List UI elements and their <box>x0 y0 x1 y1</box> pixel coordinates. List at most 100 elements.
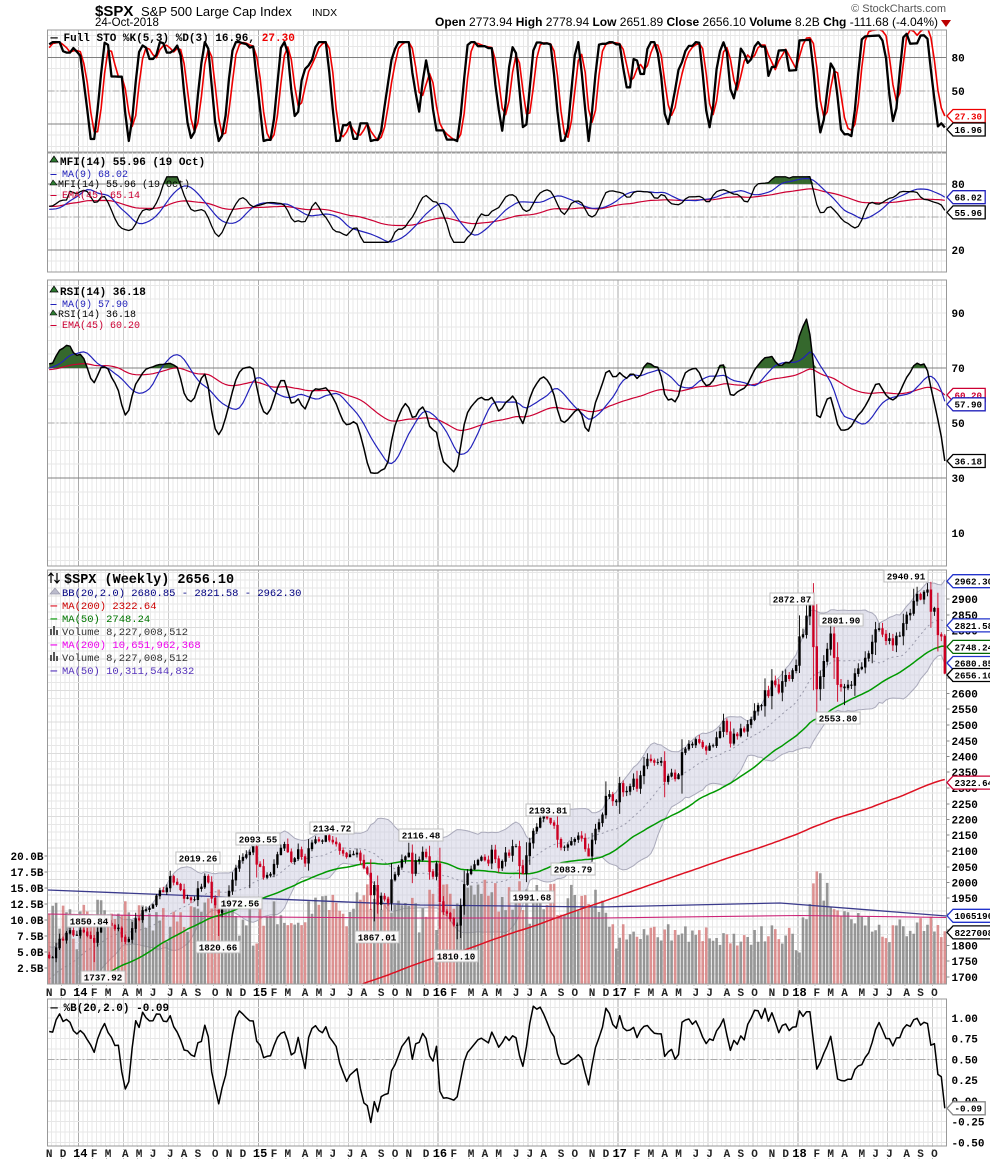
svg-text:D: D <box>603 988 610 1000</box>
svg-text:—: — <box>50 170 58 181</box>
svg-text:N: N <box>589 988 596 1000</box>
svg-text:O: O <box>571 988 578 1000</box>
svg-text:N: N <box>589 1149 596 1160</box>
svg-text:15: 15 <box>253 986 267 1000</box>
svg-text:A: A <box>181 1149 188 1160</box>
svg-text:S: S <box>917 988 924 1000</box>
svg-text:N: N <box>769 988 776 1000</box>
svg-text:D: D <box>240 988 247 1000</box>
svg-text:M: M <box>284 1149 291 1160</box>
svg-text:O: O <box>751 1149 758 1160</box>
svg-text:2748.24: 2748.24 <box>955 642 990 653</box>
svg-text:2200: 2200 <box>952 816 978 828</box>
svg-text:RSI(14) 36.18: RSI(14) 36.18 <box>60 287 146 299</box>
svg-text:1.00: 1.00 <box>952 1014 978 1026</box>
svg-text:16: 16 <box>433 1147 447 1160</box>
svg-text:1950: 1950 <box>952 894 978 906</box>
svg-text:M: M <box>858 1149 865 1160</box>
svg-text:0.75: 0.75 <box>952 1035 979 1047</box>
svg-text:S: S <box>378 988 385 1000</box>
svg-text:D: D <box>423 988 430 1000</box>
svg-text:N: N <box>46 1149 53 1160</box>
svg-text:S: S <box>917 1149 924 1160</box>
svg-text:F: F <box>634 1149 641 1160</box>
svg-text:2193.81: 2193.81 <box>529 806 568 817</box>
svg-text:2134.72: 2134.72 <box>313 824 352 835</box>
svg-text:15: 15 <box>253 1147 267 1160</box>
svg-text:1810.10: 1810.10 <box>437 952 476 963</box>
svg-text:F: F <box>271 1149 278 1160</box>
svg-text:EMA(45) 60.20: EMA(45) 60.20 <box>62 320 140 332</box>
svg-text:1750: 1750 <box>952 957 978 969</box>
svg-text:2872.87: 2872.87 <box>773 595 812 606</box>
svg-text:—: — <box>50 640 58 652</box>
svg-text:S: S <box>195 1149 202 1160</box>
svg-text:O: O <box>931 988 938 1000</box>
svg-text:2150: 2150 <box>952 831 978 843</box>
svg-text:-0.25: -0.25 <box>952 1118 985 1130</box>
svg-text:2600: 2600 <box>952 690 978 702</box>
svg-text:2680.85: 2680.85 <box>955 658 990 669</box>
svg-text:M: M <box>827 1149 834 1160</box>
svg-text:O: O <box>212 988 219 1000</box>
svg-text:J: J <box>886 1149 893 1160</box>
svg-text:J: J <box>347 1149 354 1160</box>
svg-text:N: N <box>46 988 53 1000</box>
svg-text:10: 10 <box>952 529 965 541</box>
svg-text:70: 70 <box>952 364 965 376</box>
svg-text:—: — <box>50 614 58 626</box>
svg-text:1800: 1800 <box>952 942 978 954</box>
svg-text:14: 14 <box>73 986 87 1000</box>
svg-text:$SPX: $SPX <box>95 3 133 20</box>
svg-text:2656.10: 2656.10 <box>955 670 990 681</box>
svg-text:O: O <box>751 988 758 1000</box>
svg-text:J: J <box>513 1149 520 1160</box>
svg-text:M: M <box>468 988 475 1000</box>
svg-text:2100: 2100 <box>952 847 978 859</box>
svg-text:2962.30: 2962.30 <box>955 577 990 588</box>
svg-text:A: A <box>540 1149 547 1160</box>
svg-text:M: M <box>105 1149 112 1160</box>
svg-text:J: J <box>526 1149 533 1160</box>
svg-text:MA(50) 10,311,544,832: MA(50) 10,311,544,832 <box>62 666 194 678</box>
svg-text:J: J <box>692 988 699 1000</box>
svg-text:J: J <box>872 988 879 1000</box>
svg-text:O: O <box>571 1149 578 1160</box>
svg-text:M: M <box>827 988 834 1000</box>
svg-text:M: M <box>495 1149 502 1160</box>
svg-text:M: M <box>648 988 655 1000</box>
svg-text:0.50: 0.50 <box>952 1055 978 1067</box>
svg-text:S&P 500 Large Cap Index: S&P 500 Large Cap Index <box>141 4 292 19</box>
svg-text:2900: 2900 <box>952 595 978 607</box>
svg-text:2400: 2400 <box>952 753 978 765</box>
svg-text:17.5B: 17.5B <box>10 868 43 880</box>
svg-text:30: 30 <box>952 474 965 486</box>
svg-text:S: S <box>737 988 744 1000</box>
svg-text:—: — <box>50 601 58 613</box>
svg-text:S: S <box>378 1149 385 1160</box>
svg-text:2.5B: 2.5B <box>17 964 44 976</box>
svg-text:F: F <box>813 1149 820 1160</box>
svg-text:M: M <box>675 1149 682 1160</box>
svg-text:S: S <box>558 1149 565 1160</box>
svg-text:A: A <box>841 988 848 1000</box>
svg-text:J: J <box>329 988 336 1000</box>
svg-text:BB(20,2.0) 2680.85 - 2821.58 -: BB(20,2.0) 2680.85 - 2821.58 - 2962.30 <box>62 588 301 600</box>
svg-text:S: S <box>195 988 202 1000</box>
svg-text:27.30: 27.30 <box>262 33 295 45</box>
svg-text:A: A <box>361 988 368 1000</box>
svg-text:M: M <box>648 1149 655 1160</box>
svg-text:14: 14 <box>73 1147 87 1160</box>
svg-text:36.18: 36.18 <box>955 456 983 467</box>
svg-text:7.5B: 7.5B <box>17 932 44 944</box>
svg-text:D: D <box>423 1149 430 1160</box>
svg-text:MA(9) 68.02: MA(9) 68.02 <box>62 169 128 181</box>
svg-text:© StockCharts.com: © StockCharts.com <box>851 3 946 15</box>
svg-text:A: A <box>724 1149 731 1160</box>
svg-text:F: F <box>271 988 278 1000</box>
svg-text:1867.01: 1867.01 <box>358 933 397 944</box>
svg-text:MFI(14) 55.96 (19 Oct): MFI(14) 55.96 (19 Oct) <box>58 179 190 191</box>
svg-text:A: A <box>482 988 489 1000</box>
svg-text:2050: 2050 <box>952 863 978 875</box>
svg-text:M: M <box>316 1149 323 1160</box>
